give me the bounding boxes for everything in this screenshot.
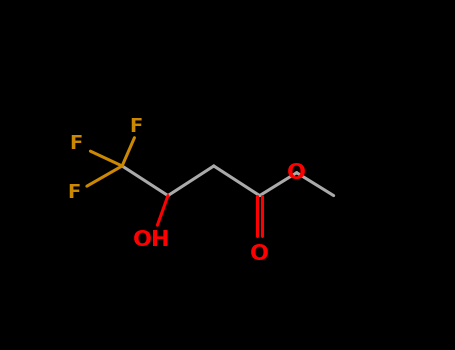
Text: F: F — [67, 183, 81, 202]
Text: O: O — [287, 163, 306, 183]
Text: F: F — [130, 117, 143, 136]
Text: O: O — [250, 244, 269, 264]
Text: F: F — [70, 134, 83, 153]
Text: OH: OH — [133, 230, 171, 250]
